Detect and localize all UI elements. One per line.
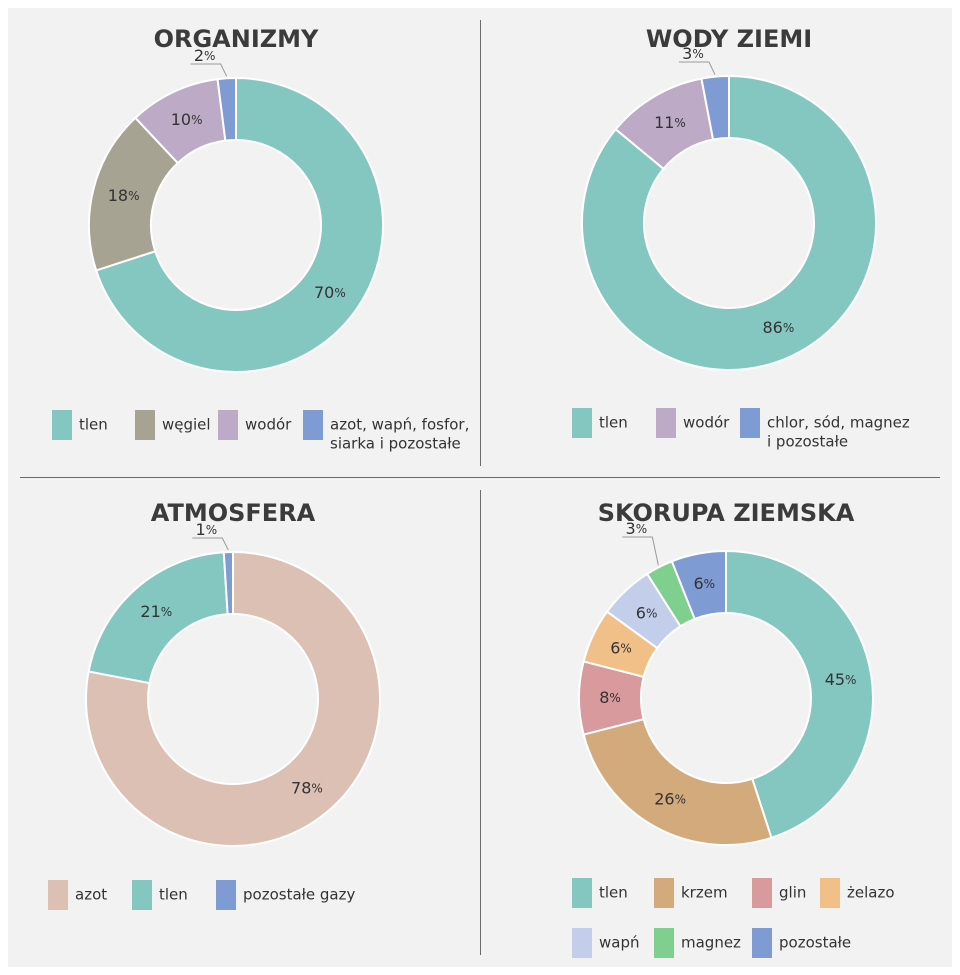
chart-title: WODY ZIEMI [646,25,812,53]
chart-wody-ziemi: WODY ZIEMI 86% 11% 3% tlen wodór chlor, sód, m… [572,25,910,451]
legend-swatch [820,878,840,908]
legend-label: tlen [599,884,628,902]
legend-label: pozostałe [779,934,851,952]
legend-item-tlen: tlen [132,880,188,910]
slice-tlen [87,551,229,685]
callout-line [622,536,659,566]
value-label-chlor-sod-magnez-i-pozostale: 3% [682,44,704,63]
legend-item-azot-wapn-fosfor-siarka-i-pozostale: azot, wapń, fosfor,siarka i pozostałe [303,410,469,453]
chart-title: ORGANIZMY [154,25,319,53]
value-label-pozostale-gazy: 1% [196,520,218,539]
legend-label: pozostałe gazy [243,886,355,904]
value-label-tlen: 86% [763,317,795,336]
chart-title: SKORUPA ZIEMSKA [598,499,855,527]
vertical-divider-top [480,20,481,466]
legend-swatch [656,408,676,438]
value-label-tlen: 70% [314,283,346,302]
slice-krzem [582,717,773,846]
legend-swatch [572,408,592,438]
value-label-wodor: 10% [171,110,203,129]
value-label-wodor: 11% [654,113,686,132]
legend-item-wegiel: węgiel [135,410,211,440]
slice-tlen [94,76,384,373]
legend-swatch [135,410,155,440]
legend-label: wodór [683,414,730,432]
value-label-azot: 78% [291,778,323,797]
chart-title: ATMOSFERA [151,499,316,527]
legend-item-azot: azot [48,880,107,910]
legend-swatch [216,880,236,910]
slice-azot-wapn-fosfor-siarka-i-pozostale [216,76,237,142]
legend-label: glin [779,884,806,902]
horizontal-divider [20,477,940,478]
vertical-divider-bottom [480,490,481,955]
slice-azot [85,550,381,847]
legend-item-glin: glin [752,878,806,908]
legend-item-pozostale: pozostałe [752,928,851,958]
legend-swatch [218,410,238,440]
legend-label: siarka i pozostałe [330,435,461,453]
legend-label: chlor, sód, magnez [767,414,910,432]
legend-swatch [132,880,152,910]
value-label-tlen: 21% [140,601,172,620]
value-label-wegiel: 18% [108,186,140,205]
value-label-wapn: 6% [636,603,658,622]
legend-label: wodór [245,416,292,434]
legend-label: wapń [599,934,640,952]
legend-item-tlen: tlen [572,408,628,438]
legend-label: azot, wapń, fosfor, [330,416,469,434]
value-label-magnez: 3% [626,519,648,538]
legend-swatch [654,878,674,908]
chart-organizmy: ORGANIZMY 70% 18% 10% 2% tlen węgiel wodór azot,… [52,25,469,453]
slice-chlor-sod-magnez-i-pozostale [700,74,730,141]
legend-swatch [48,880,68,910]
slice-pozostale-gazy [222,550,234,616]
legend-swatch [654,928,674,958]
legend-swatch [740,408,760,438]
legend-item-wapn: wapń [572,928,640,958]
slice-pozostale [670,549,727,621]
value-label-krzem: 26% [654,789,686,808]
legend-label: krzem [681,884,728,902]
legend-item-tlen: tlen [572,878,628,908]
legend-label: magnez [681,934,741,952]
value-label-zelazo: 6% [610,638,632,657]
legend-swatch [752,928,772,958]
value-label-azot-wapn-fosfor-siarka-i-pozostale: 2% [194,46,216,65]
legend-label: węgiel [162,416,211,434]
legend-item-zelazo: żelazo [820,878,895,908]
legend-swatch [572,878,592,908]
callout-line [190,63,228,77]
legend-label: i pozostałe [767,433,848,451]
legend-label: tlen [159,886,188,904]
legend-item-wodor: wodór [656,408,730,438]
legend-item-magnez: magnez [654,928,741,958]
legend-item-tlen: tlen [52,410,108,440]
slice-tlen [725,549,874,840]
legend-label: azot [75,886,107,904]
legend-item-pozostale-gazy: pozostałe gazy [216,880,355,910]
legend-swatch [752,878,772,908]
legend-item-krzem: krzem [654,878,728,908]
value-label-pozostale: 6% [693,574,715,593]
chart-atmosfera: ATMOSFERA 78% 21% 1% azot tlen pozostałe gazy [48,499,381,910]
legend-swatch [303,410,323,440]
slice-tlen [581,74,877,371]
callout-line [678,61,716,75]
legend-label: tlen [79,416,108,434]
value-label-tlen: 45% [825,669,857,688]
legend-label: żelazo [847,884,895,902]
value-label-glin: 8% [599,688,621,707]
legend-swatch [52,410,72,440]
legend-swatch [572,928,592,958]
callout-line [192,537,229,551]
legend-item-wodor: wodór [218,410,292,440]
legend-label: tlen [599,414,628,432]
